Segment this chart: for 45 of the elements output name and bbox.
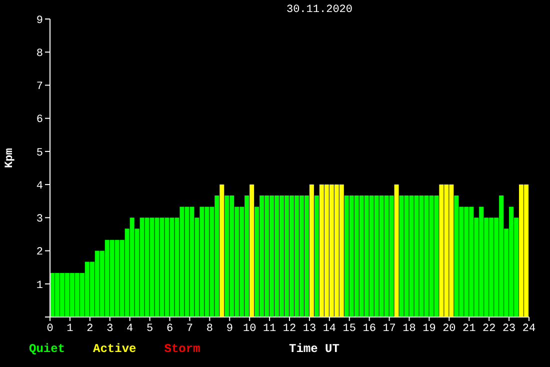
x-axis-title: Time UT <box>289 342 340 356</box>
bar <box>314 195 319 317</box>
bar <box>309 184 314 317</box>
x-tick-label: 11 <box>262 322 277 335</box>
bar <box>250 184 254 317</box>
x-tick-label: 14 <box>322 322 336 335</box>
x-tick-label: 0 <box>46 322 54 335</box>
x-tick-label: 10 <box>242 322 256 335</box>
x-tick-label: 7 <box>186 322 194 335</box>
y-tick-label: 8 <box>36 48 43 60</box>
x-tick-label: 20 <box>442 322 456 335</box>
x-tick-label: 24 <box>522 322 536 335</box>
y-tick-label: 3 <box>36 214 43 226</box>
y-tick-label: 4 <box>36 180 44 192</box>
x-tick-label: 6 <box>166 322 174 335</box>
bar <box>394 184 399 317</box>
x-tick-label: 17 <box>382 322 396 335</box>
x-tick-label: 23 <box>502 322 516 335</box>
x-tick-label: 12 <box>282 322 296 335</box>
x-tick-label: 8 <box>206 322 213 335</box>
x-tick-label: 1 <box>66 322 74 335</box>
bar <box>220 184 224 317</box>
x-tick-label: 5 <box>146 322 154 335</box>
y-tick-label: 5 <box>36 147 43 160</box>
x-tick-label: 16 <box>362 322 376 335</box>
y-tick-label: 1 <box>36 280 44 292</box>
y-tick-label: 7 <box>36 81 43 94</box>
text: Active <box>93 342 136 356</box>
x-tick-label: 15 <box>342 322 356 335</box>
x-tick-label: 22 <box>482 322 496 335</box>
x-tick-label: 4 <box>126 322 134 335</box>
chart-title: 30.11.2020 <box>285 4 354 16</box>
x-tick-label: 19 <box>422 322 436 335</box>
y-tick-label: 9 <box>36 14 43 27</box>
x-tick-label: 3 <box>106 322 114 335</box>
x-tick-label: 13 <box>302 322 316 335</box>
y-tick-label: 2 <box>36 246 43 259</box>
x-tick-label: 2 <box>86 322 94 335</box>
x-tick-label: 9 <box>226 322 233 335</box>
legend-label: Storm <box>164 342 200 356</box>
x-tick-label: 18 <box>402 322 416 335</box>
y-tick-label: 6 <box>36 114 43 126</box>
x-tick-label: 21 <box>462 322 476 335</box>
text: Quiet <box>29 342 66 356</box>
y-axis-title: Kpm <box>4 148 16 168</box>
